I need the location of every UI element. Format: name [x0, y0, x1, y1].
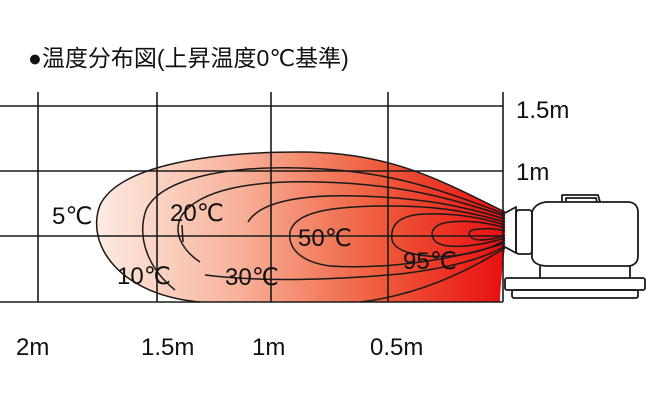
x-tick-0-5m: 0.5m — [370, 334, 423, 361]
heater-icon — [504, 194, 646, 299]
contour-30c — [247, 194, 506, 223]
contour-95c — [391, 213, 506, 258]
contour-label-10c: 10℃ — [117, 263, 171, 290]
contour-label-20c: 20℃ — [170, 200, 224, 227]
contour-5c — [95, 151, 506, 303]
y-tick-1-5m: 1.5m — [516, 97, 569, 124]
contour-10c — [142, 167, 506, 291]
contour-30c-lower — [204, 245, 506, 281]
y-tick-1m: 1m — [516, 159, 549, 186]
contour-inner — [431, 220, 506, 248]
grid — [0, 92, 504, 303]
contour-20c-tick — [181, 224, 184, 243]
contour-50c — [289, 205, 506, 268]
x-tick-1m: 1m — [252, 334, 285, 361]
contour-label-95c: 95℃ — [403, 248, 457, 275]
contour-core — [468, 227, 506, 241]
contour-label-5c: 5℃ — [52, 203, 92, 230]
x-tick-1-5m: 1.5m — [141, 334, 194, 361]
isotherm-lines — [95, 151, 506, 303]
contour-label-50c: 50℃ — [298, 225, 352, 252]
contour-5c-lower — [359, 247, 506, 303]
contour-20c — [177, 181, 506, 263]
contour-label-30c: 30℃ — [225, 264, 279, 291]
x-tick-2m: 2m — [16, 334, 49, 361]
figure-title: ●温度分布図(上昇温度0℃基準) — [28, 45, 349, 71]
